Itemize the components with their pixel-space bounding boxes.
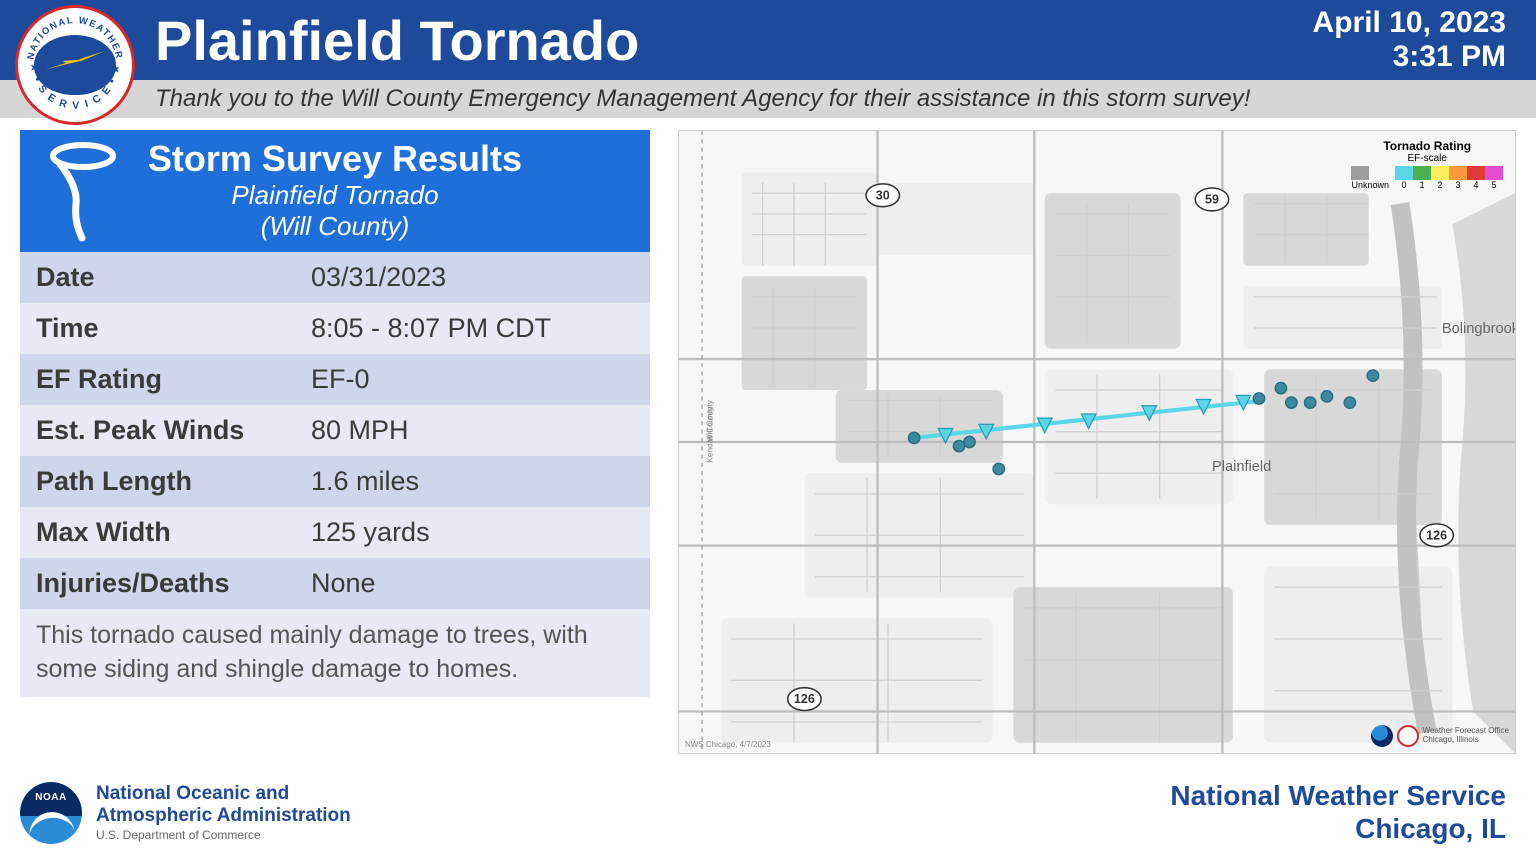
svg-text:30: 30 <box>876 188 890 202</box>
subheader-strip: Thank you to the Will County Emergency M… <box>0 80 1536 118</box>
route-shield: 59 <box>1195 188 1228 211</box>
footer-right-text: National Weather Service Chicago, IL <box>1170 780 1506 844</box>
table-row: Path Length1.6 miles <box>20 456 650 507</box>
page-title: Plainfield Tornado <box>155 8 1313 73</box>
legend-label: 0 <box>1395 180 1413 190</box>
damage-point <box>1304 397 1315 408</box>
acknowledgment-text: Thank you to the Will County Emergency M… <box>155 85 1250 113</box>
legend-label: 4 <box>1467 180 1485 190</box>
map-legend: Tornado Rating EF-scale Unknown 012345 <box>1347 137 1507 192</box>
noaa-mini-icon <box>1371 725 1393 747</box>
legend-swatch <box>1395 166 1413 180</box>
row-label: EF Rating <box>20 354 295 405</box>
row-label: Time <box>20 303 295 354</box>
noaa-name-line1: National Oceanic and <box>96 783 351 805</box>
survey-table-panel: Storm Survey Results Plainfield Tornado … <box>20 130 650 754</box>
footer-right-line1: National Weather Service <box>1170 780 1506 812</box>
row-value: 8:05 - 8:07 PM CDT <box>295 303 650 354</box>
row-value: 125 yards <box>295 507 650 558</box>
map-credit-br-text: Weather Forecast Office Chicago, Illinoi… <box>1423 727 1509 745</box>
noaa-name-line2: Atmospheric Administration <box>96 805 351 827</box>
row-value: None <box>295 558 650 609</box>
row-value: 03/31/2023 <box>295 252 650 303</box>
legend-unknown-label: Unknown <box>1351 180 1389 190</box>
map-svg: Will County Kendall County 3059126126 Pl… <box>679 131 1515 753</box>
city-label: Bolingbrook <box>1442 321 1515 337</box>
map-credit-bottom-right: Weather Forecast Office Chicago, Illinoi… <box>1371 725 1509 747</box>
row-label: Est. Peak Winds <box>20 405 295 456</box>
header-date: April 10, 2023 <box>1313 6 1506 40</box>
footer-bar: NOAA National Oceanic and Atmospheric Ad… <box>0 769 1536 864</box>
row-label: Date <box>20 252 295 303</box>
legend-swatch <box>1485 166 1503 180</box>
row-label: Max Width <box>20 507 295 558</box>
map-credit-bottom-left: NWS Chicago, 4/7/2023 <box>685 740 771 749</box>
svg-text:126: 126 <box>794 692 815 706</box>
table-row: Est. Peak Winds80 MPH <box>20 405 650 456</box>
row-label: Path Length <box>20 456 295 507</box>
legend-title: Tornado Rating <box>1351 139 1503 153</box>
header-bar: Plainfield Tornado April 10, 2023 3:31 P… <box>0 0 1536 80</box>
row-label: Injuries/Deaths <box>20 558 295 609</box>
damage-point <box>1321 391 1332 402</box>
damage-point <box>1344 397 1355 408</box>
legend-swatch <box>1449 166 1467 180</box>
survey-table-header: Storm Survey Results Plainfield Tornado … <box>20 130 650 252</box>
damage-point <box>1275 382 1286 393</box>
row-value: 80 MPH <box>295 405 650 456</box>
legend-label: 5 <box>1485 180 1503 190</box>
map-panel: Will County Kendall County 3059126126 Pl… <box>678 130 1516 754</box>
legend-swatch <box>1431 166 1449 180</box>
table-row: Max Width125 yards <box>20 507 650 558</box>
legend-swatch <box>1413 166 1431 180</box>
legend-label: 1 <box>1413 180 1431 190</box>
damage-point <box>1367 370 1378 381</box>
row-value: 1.6 miles <box>295 456 650 507</box>
damage-point <box>953 440 964 451</box>
damage-point <box>1253 393 1264 404</box>
damage-point <box>1286 397 1297 408</box>
table-row: Date03/31/2023 <box>20 252 650 303</box>
damage-point <box>908 432 919 443</box>
route-shield: 126 <box>1420 524 1453 547</box>
row-value: EF-0 <box>295 354 650 405</box>
table-row: EF RatingEF-0 <box>20 354 650 405</box>
svg-text:59: 59 <box>1205 193 1219 207</box>
content-area: Storm Survey Results Plainfield Tornado … <box>20 130 1516 754</box>
nws-mini-icon <box>1397 725 1419 747</box>
county-label-kendall: Kendall County <box>704 406 714 463</box>
table-row: Time8:05 - 8:07 PM CDT <box>20 303 650 354</box>
summary-text: This tornado caused mainly damage to tre… <box>20 609 650 697</box>
footer-right-line2: Chicago, IL <box>1170 813 1506 845</box>
legend-subtitle: EF-scale <box>1351 153 1503 164</box>
nws-logo: NATIONAL WEATHER ★ • S E R V I C E • ★ <box>15 5 135 125</box>
summary-row: This tornado caused mainly damage to tre… <box>20 609 650 697</box>
svg-text:126: 126 <box>1426 528 1447 542</box>
route-shield: 30 <box>866 184 899 207</box>
legend-label: 2 <box>1431 180 1449 190</box>
header-datetime: April 10, 2023 3:31 PM <box>1313 6 1506 74</box>
table-row: Injuries/DeathsNone <box>20 558 650 609</box>
survey-table: Date03/31/2023Time8:05 - 8:07 PM CDTEF R… <box>20 252 650 697</box>
noaa-sub: U.S. Department of Commerce <box>96 828 351 842</box>
route-shield: 126 <box>788 688 821 711</box>
footer-left-text: National Oceanic and Atmospheric Adminis… <box>96 783 351 843</box>
noaa-logo: NOAA <box>20 782 82 844</box>
city-label: Plainfield <box>1212 459 1271 475</box>
legend-swatch <box>1467 166 1485 180</box>
damage-point <box>993 463 1004 474</box>
tornado-icon <box>48 142 118 242</box>
legend-label: 3 <box>1449 180 1467 190</box>
damage-point <box>964 436 975 447</box>
header-time: 3:31 PM <box>1313 40 1506 74</box>
